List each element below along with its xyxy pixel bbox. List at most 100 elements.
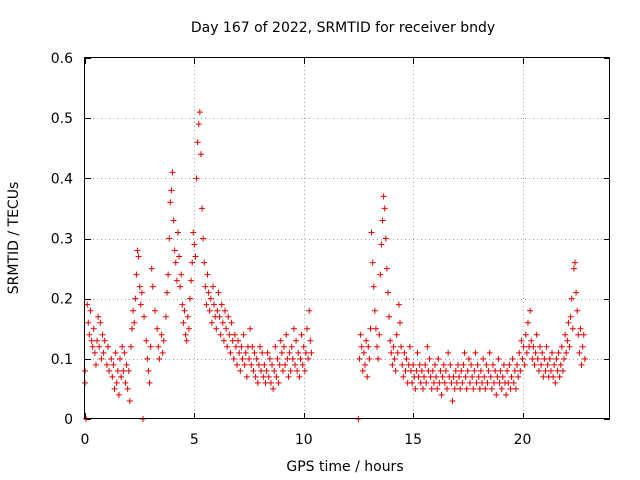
- data-point: [94, 337, 101, 344]
- data-point: [292, 361, 298, 368]
- data-point: [529, 355, 536, 362]
- data-point: [569, 325, 576, 332]
- data-point: [106, 367, 113, 374]
- data-point: [472, 349, 479, 356]
- data-point: [246, 355, 253, 362]
- data-point: [114, 367, 121, 374]
- data-point: [184, 313, 191, 320]
- data-point: [86, 331, 93, 338]
- data-point: [134, 247, 141, 254]
- data-point: [240, 331, 247, 338]
- x-tick-label: 5: [190, 432, 199, 448]
- data-point: [197, 151, 204, 158]
- data-point: [395, 301, 402, 308]
- data-point: [174, 229, 181, 236]
- data-point: [546, 355, 553, 362]
- data-point: [499, 373, 506, 380]
- data-point: [391, 355, 398, 362]
- data-point: [124, 385, 131, 392]
- data-point: [493, 391, 500, 398]
- data-point: [551, 361, 558, 368]
- data-point: [406, 343, 413, 350]
- data-point: [556, 373, 563, 380]
- data-point: [485, 367, 492, 374]
- data-point: [138, 289, 145, 296]
- data-point: [260, 373, 267, 380]
- data-point: [453, 379, 460, 386]
- data-point: [522, 331, 529, 338]
- data-point: [219, 319, 226, 326]
- data-point: [567, 313, 574, 320]
- data-point: [507, 385, 514, 392]
- data-point: [288, 343, 295, 350]
- data-point: [437, 367, 444, 374]
- data-point: [84, 301, 91, 308]
- data-point: [476, 385, 483, 392]
- data-point: [241, 361, 248, 368]
- data-point: [255, 361, 262, 368]
- data-point: [550, 373, 557, 380]
- data-point: [239, 355, 246, 362]
- data-point: [445, 349, 452, 356]
- data-point: [363, 337, 370, 344]
- data-point: [374, 343, 381, 350]
- data-point: [527, 307, 534, 314]
- data-point: [387, 337, 394, 344]
- data-point: [162, 313, 169, 320]
- data-point: [366, 355, 373, 362]
- data-point: [434, 385, 441, 392]
- data-point: [199, 205, 206, 212]
- data-point: [119, 343, 126, 350]
- data-point: [390, 343, 397, 350]
- data-point: [193, 175, 200, 182]
- data-point: [368, 229, 375, 236]
- data-point: [358, 343, 365, 350]
- data-point: [506, 361, 513, 368]
- data-point: [388, 349, 395, 356]
- data-point: [117, 355, 123, 362]
- data-point: [520, 343, 527, 350]
- data-point: [101, 337, 108, 344]
- data-point: [392, 367, 399, 374]
- data-point: [200, 235, 207, 242]
- data-point: [509, 355, 516, 362]
- data-point: [95, 313, 102, 320]
- y-tick-label: 0.4: [51, 171, 73, 187]
- data-point: [253, 355, 260, 362]
- data-point: [482, 385, 489, 392]
- y-tick-label: 0.6: [51, 51, 73, 67]
- data-point: [214, 307, 221, 314]
- data-point: [423, 379, 430, 386]
- data-point: [159, 349, 166, 356]
- data-point: [473, 379, 480, 386]
- data-point: [403, 355, 410, 362]
- x-tick-label: 10: [295, 432, 313, 448]
- data-point: [141, 313, 148, 320]
- data-point: [190, 229, 197, 236]
- data-point: [166, 235, 173, 242]
- data-point: [563, 349, 570, 356]
- data-point: [189, 259, 196, 266]
- data-point: [177, 283, 184, 290]
- data-point: [176, 253, 183, 260]
- data-point: [451, 385, 458, 392]
- data-point: [131, 319, 138, 326]
- data-point: [399, 361, 406, 368]
- data-point: [441, 379, 448, 386]
- data-point: [515, 373, 522, 380]
- data-point: [98, 355, 105, 362]
- data-point: [422, 361, 429, 368]
- data-point: [132, 295, 139, 302]
- data-point: [568, 295, 575, 302]
- data-point: [575, 331, 582, 338]
- data-point: [416, 361, 423, 368]
- data-point: [576, 349, 583, 356]
- data-point: [542, 367, 549, 374]
- data-point: [165, 271, 172, 278]
- data-point: [397, 319, 403, 326]
- data-point: [512, 385, 519, 392]
- data-point: [465, 355, 472, 362]
- data-point: [135, 253, 142, 260]
- data-point: [302, 349, 309, 356]
- data-point: [306, 307, 313, 314]
